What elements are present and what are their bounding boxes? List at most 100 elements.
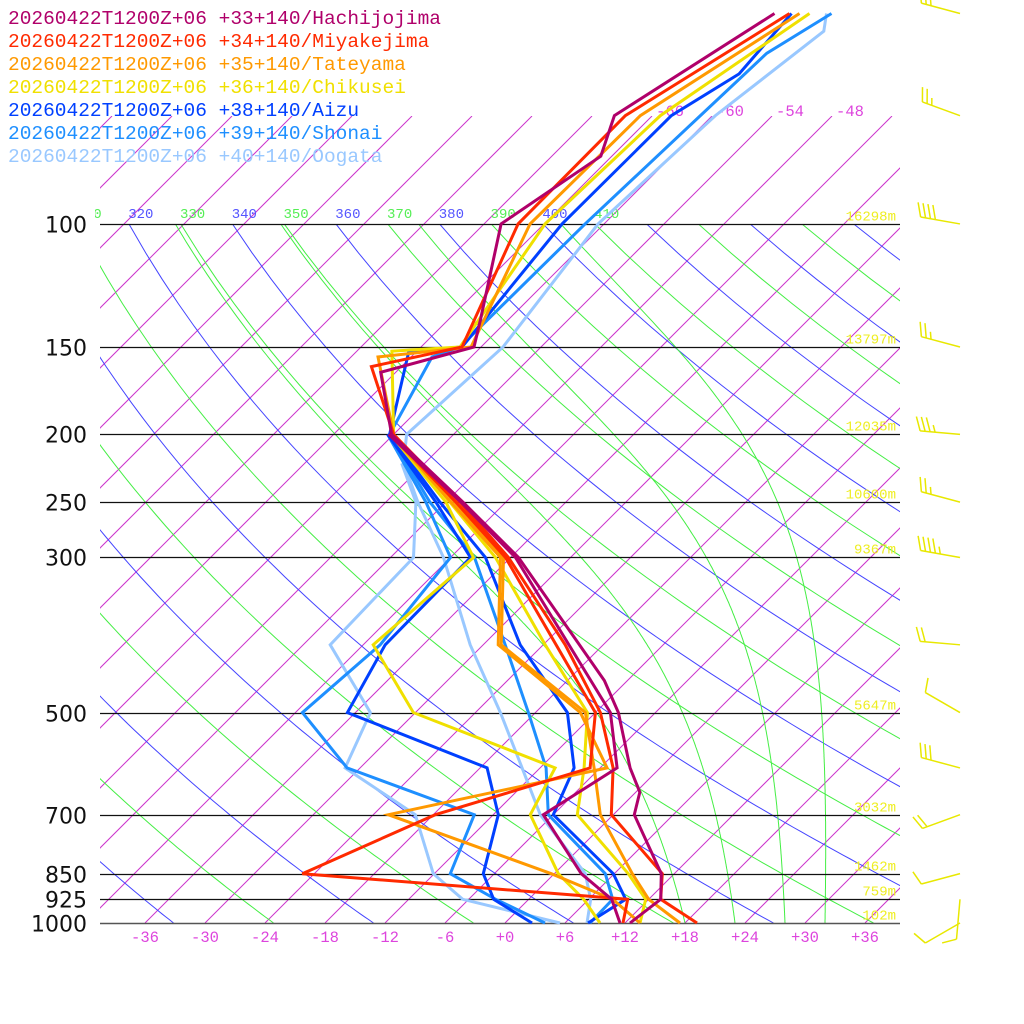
theta-label: 310 [76,207,101,223]
isotherm-line [684,707,900,924]
height-label: 10600m [846,488,896,504]
dry-adiabat-line [801,224,900,302]
isotherm-line [100,116,593,609]
temperature-line-aizu [387,12,793,925]
temperature-line-hachijojima [378,12,776,925]
wind-barb [919,321,961,348]
temperature-tick-label: +36 [851,929,879,947]
wind-barb [913,922,961,944]
isotherm-line [744,767,900,924]
height-label: 16298m [846,210,896,226]
isotherm-line [100,116,893,909]
isotherm-line [264,287,900,924]
wind-barb [912,814,961,830]
height-label: 5647m [854,699,896,715]
height-label: 12035m [846,420,896,436]
upper-isotherm-label: -66 [656,103,684,121]
pressure-label: 150 [45,337,87,362]
temperature-axis-labels: -36 -30 -24 -18 -12 -6 +0 +6 +12 +18 +24 +30 +36 -66 -… [131,103,879,947]
wind-barb [915,416,961,436]
isotherm-line [504,527,900,924]
theta-label: 330 [180,207,205,223]
isotherm-line [324,347,900,924]
height-labels: 16298m 13797m 12035m 10600m 9367m 5647m 3032m 1… [846,210,896,925]
temperature-line-chikusei [390,12,811,924]
dewpoint-line-hachijojima [387,433,622,924]
legend-entry-tateyama: 20260422T1200Z+06 +35+140/Tateyama [8,54,406,76]
wind-barb [915,626,961,646]
dewpoint-line-chikusei [371,433,602,924]
height-label: 9367m [854,543,896,559]
isotherm-line [100,116,773,789]
isotherm-line [624,647,900,924]
isotherm-line [444,467,900,924]
dry-adiabat-line [100,444,674,924]
legend-entry-miyakejima: 20260422T1200Z+06 +34+140/Miyakejima [8,31,430,53]
dry-adiabat-line [646,224,900,427]
wind-barb [919,742,961,769]
wind-barb [924,677,961,714]
dry-adiabat-line [100,860,174,924]
height-label: 3032m [854,801,896,817]
upper-isotherm-label: -60 [716,103,744,121]
dewpoint-line-oogata [328,462,561,925]
legend-entry-hachijojima: 20260422T1200Z+06 +33+140/Hachijojima [8,8,441,30]
dry-adiabat-line [749,224,900,343]
dry-adiabat-line [905,224,1024,923]
wind-barb [941,899,961,944]
temperature-tick-label: +12 [611,929,639,947]
theta-label: 360 [335,207,360,223]
upper-isotherm-label: -54 [776,103,804,121]
dry-adiabat-line [490,224,900,557]
pressure-label: 250 [45,492,87,517]
wind-barb [920,0,961,15]
wind-barb [921,87,961,117]
wind-barbs [912,0,961,944]
temperature-tick-label: +18 [671,929,699,947]
temperature-tick-label: -6 [436,929,455,947]
isotherm-line [100,116,233,249]
isotherm-line [804,827,900,924]
legend-entry-shonai: 20260422T1200Z+06 +39+140/Shonai [8,123,382,145]
theta-label: 370 [387,207,412,223]
isotherm-line [100,116,293,309]
temperature-tick-label: -36 [131,929,159,947]
dry-adiabat-line [697,224,900,385]
theta-label: 340 [232,207,257,223]
dry-adiabat-line [439,224,900,601]
adiabats [100,224,1024,924]
legend: 20260422T1200Z+06 +33+140/Hachijojima 20… [8,8,441,168]
temperature-tick-label: +6 [556,929,575,947]
dry-adiabat-line [100,777,274,924]
isotherm-line [100,116,533,549]
height-label: 1462m [854,860,896,876]
isotherm-line [100,116,713,729]
dry-adiabat-line [957,224,1024,923]
temperature-line-miyakejima [369,12,791,925]
legend-entry-chikusei: 20260422T1200Z+06 +36+140/Chikusei [8,77,406,99]
isotherm-line [100,116,353,369]
dry-adiabat-line [387,224,900,647]
dry-adiabat-line [231,224,900,788]
dry-adiabat-line [100,529,574,924]
isotherm-line [204,227,900,924]
pressure-label: 200 [45,424,87,449]
temperature-tick-label: +0 [496,929,515,947]
dry-adiabat-line [853,224,900,261]
temperature-tick-label: -12 [371,929,399,947]
pressure-label: 1000 [31,913,87,938]
isotherm-line [144,167,900,924]
pressure-label: 850 [45,864,87,889]
dewpoint-line-miyakejima [301,433,630,924]
dewpoint-line-aizu [345,433,533,925]
height-label: 102m [862,909,896,925]
temperature-line-shonai [387,12,833,925]
pressure-label: 500 [45,703,87,728]
moist-adiabat-line [280,224,736,924]
height-label: 759m [862,885,896,901]
isotherm-line [100,116,473,489]
temperature-tick-label: +30 [791,929,819,947]
temperature-line-oogata [402,13,828,924]
